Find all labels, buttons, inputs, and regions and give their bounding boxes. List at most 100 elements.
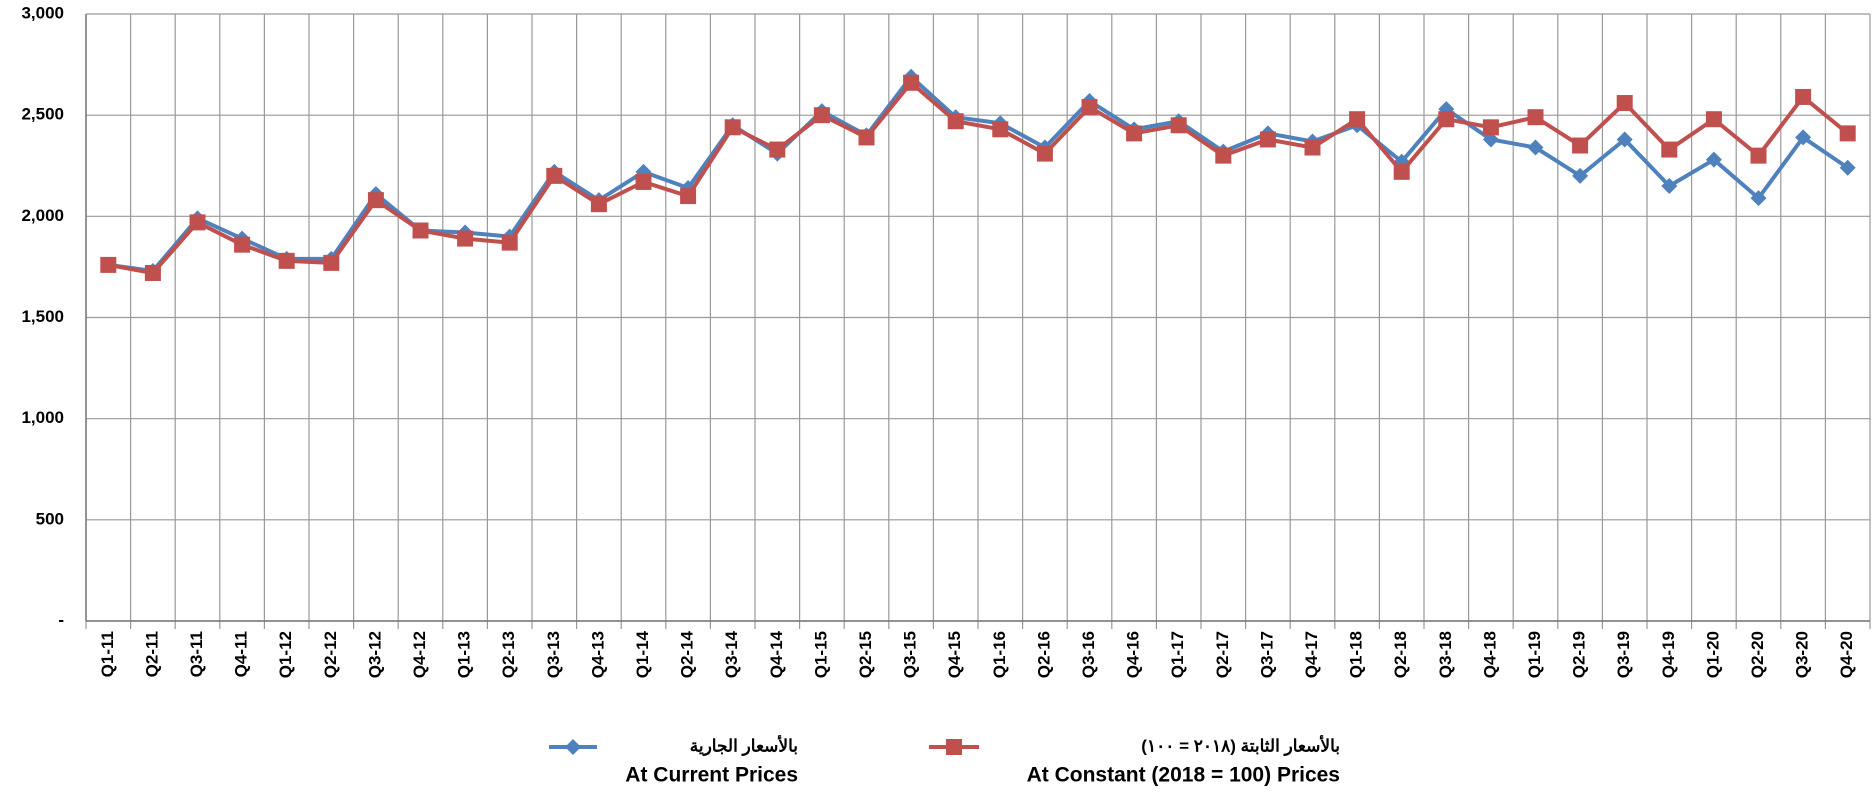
marker [858, 129, 875, 146]
x-tick-label: Q2-16 [1034, 631, 1053, 678]
marker [1215, 147, 1232, 164]
marker [367, 192, 384, 209]
marker [1795, 88, 1812, 105]
x-tick-label: Q4-19 [1659, 631, 1678, 678]
marker [1705, 151, 1722, 168]
series-line [107, 80, 1849, 275]
legend-label: At Constant (2018 = 100) Prices [1027, 764, 1340, 787]
x-tick-label: Q1-20 [1703, 631, 1722, 678]
marker [1705, 111, 1722, 128]
x-tick-label: Q4-11 [232, 631, 251, 677]
x-tick-label: Q1-11 [98, 631, 117, 677]
marker [1170, 117, 1187, 134]
x-tick-label: Q1-13 [455, 631, 474, 678]
x-tick-label: Q4-18 [1480, 631, 1499, 678]
marker [813, 107, 830, 124]
x-tick-label: Q2-11 [142, 631, 161, 677]
x-tick-label: Q3-14 [722, 630, 741, 678]
x-tick-label: Q1-15 [811, 631, 830, 678]
marker [1661, 141, 1678, 158]
marker [323, 254, 340, 271]
marker [680, 188, 697, 205]
marker [1349, 111, 1366, 128]
marker [144, 264, 161, 281]
x-tick-label: Q3-20 [1793, 631, 1812, 678]
y-tick-label: 1,000 [21, 408, 64, 427]
x-tick-label: Q2-17 [1213, 631, 1232, 678]
x-tick-label: Q3-19 [1614, 631, 1633, 678]
x-tick-label: Q2-20 [1748, 631, 1767, 678]
legend-label-ar: بالأسعار الثابتة (٢٠١٨ = ١٠٠) [1141, 734, 1340, 756]
x-tick-label: Q1-12 [276, 631, 295, 678]
marker [1393, 163, 1410, 180]
marker [1572, 137, 1589, 154]
x-tick-label: Q1-17 [1168, 631, 1187, 678]
x-tick-label: Q3-11 [187, 631, 206, 677]
marker [903, 74, 920, 91]
legend-label: At Current Prices [625, 764, 798, 787]
x-tick-label: Q2-13 [499, 631, 518, 678]
marker [1750, 190, 1767, 207]
marker [590, 196, 607, 213]
y-tick-label: 2,500 [21, 105, 64, 124]
marker [234, 236, 251, 253]
x-tick-label: Q2-18 [1391, 631, 1410, 678]
x-tick-label: Q2-19 [1570, 631, 1589, 678]
x-tick-label: Q2-12 [321, 631, 340, 678]
marker [457, 230, 474, 247]
marker [1616, 95, 1633, 112]
x-tick-label: Q4-12 [410, 631, 429, 678]
x-tick-label: Q3-17 [1257, 631, 1276, 678]
legend-marker [565, 739, 581, 755]
x-tick-label: Q4-20 [1837, 631, 1856, 678]
x-tick-label: Q1-18 [1347, 631, 1366, 678]
marker [189, 214, 206, 231]
marker [769, 141, 786, 158]
marker [501, 234, 518, 251]
marker [1081, 99, 1098, 116]
x-tick-label: Q2-14 [678, 630, 697, 678]
marker [546, 167, 563, 184]
marker [1527, 139, 1544, 156]
marker [1795, 129, 1812, 146]
x-tick-label: Q3-13 [544, 631, 563, 678]
x-tick-label: Q4-14 [767, 630, 786, 678]
marker [1572, 167, 1589, 184]
marker [412, 222, 429, 239]
marker [1438, 111, 1455, 128]
y-tick-label: - [58, 610, 64, 629]
marker [1482, 131, 1499, 148]
marker [1839, 125, 1856, 142]
legend-marker [946, 739, 962, 755]
y-tick-label: 500 [36, 509, 64, 528]
x-tick-label: Q4-15 [945, 631, 964, 678]
x-tick-label: Q3-16 [1079, 631, 1098, 678]
marker [992, 121, 1009, 138]
marker [1750, 147, 1767, 164]
marker [1527, 109, 1544, 126]
x-tick-label: Q3-18 [1436, 631, 1455, 678]
x-tick-label: Q3-15 [901, 631, 920, 678]
y-tick-label: 3,000 [21, 3, 64, 22]
marker [635, 173, 652, 190]
marker [278, 252, 295, 269]
marker [100, 256, 117, 273]
marker [1616, 131, 1633, 148]
x-tick-label: Q4-16 [1124, 631, 1143, 678]
x-tick-label: Q1-19 [1525, 631, 1544, 678]
x-tick-label: Q1-14 [633, 630, 652, 678]
marker [947, 113, 964, 130]
marker [1126, 125, 1143, 142]
series-line [108, 74, 1849, 273]
marker [1259, 131, 1276, 148]
marker [1661, 177, 1678, 194]
legend-label-ar: بالأسعار الجارية [690, 734, 798, 756]
y-tick-label: 2,000 [21, 206, 64, 225]
marker [1036, 145, 1053, 162]
x-tick-label: Q3-12 [365, 631, 384, 678]
y-tick-label: 1,500 [21, 307, 64, 326]
marker [1839, 159, 1856, 176]
marker [724, 119, 741, 136]
marker [1482, 119, 1499, 136]
